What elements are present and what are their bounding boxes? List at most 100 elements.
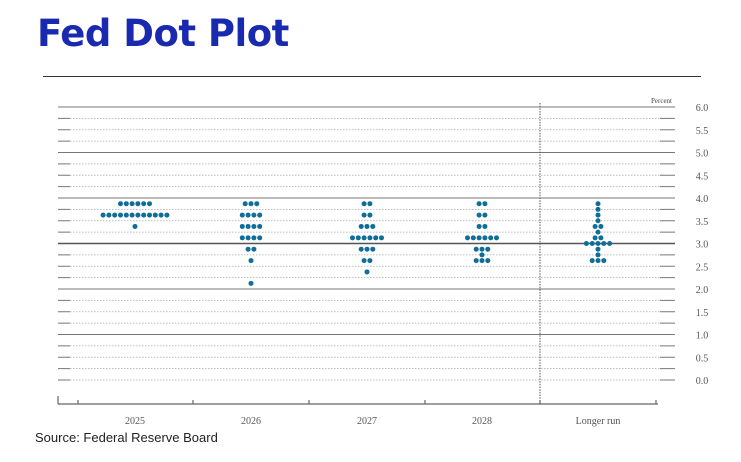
dot-longer-run <box>592 235 598 241</box>
dot-2027 <box>373 235 379 241</box>
dot-longer-run <box>595 246 601 252</box>
dot-2026 <box>239 235 245 241</box>
y-tick-label: 2.0 <box>696 285 709 296</box>
dot-2025 <box>112 212 118 218</box>
y-tick-label: 4.0 <box>696 194 709 205</box>
dot-2028 <box>482 212 488 218</box>
dot-2025 <box>158 212 164 218</box>
dot-2028 <box>470 235 476 241</box>
dot-2027 <box>355 235 361 241</box>
y-tick-label: 0.0 <box>696 376 709 387</box>
dot-longer-run <box>595 241 601 246</box>
dot-2026 <box>245 223 251 229</box>
dot-2025 <box>129 212 135 218</box>
x-category-label: 2025 <box>125 416 145 427</box>
dot-2028 <box>482 223 488 229</box>
dot-2028 <box>473 258 479 264</box>
dot-2028 <box>479 252 485 258</box>
dot-2026 <box>257 235 263 241</box>
dot-longer-run <box>595 212 601 218</box>
dot-2027 <box>364 246 370 252</box>
y-tick-label: 6.0 <box>696 103 709 114</box>
dot-2025 <box>147 201 152 207</box>
dot-2027 <box>361 258 367 264</box>
dot-longer-run <box>595 218 601 224</box>
dot-2026 <box>245 246 251 252</box>
dot-longer-run <box>601 258 607 264</box>
dot-2025 <box>147 212 152 218</box>
dot-longer-run <box>598 223 604 229</box>
dot-2028 <box>479 246 485 252</box>
dot-longer-run <box>595 258 601 264</box>
dot-longer-run <box>598 235 604 241</box>
dot-2028 <box>488 235 494 241</box>
dot-2026 <box>248 201 254 207</box>
dot-2027 <box>367 212 373 218</box>
y-tick-label: 0.5 <box>696 353 709 364</box>
y-tick-label: 5.5 <box>696 126 709 137</box>
dot-2028 <box>465 235 470 241</box>
dot-2026 <box>251 223 257 229</box>
dot-2027 <box>379 235 384 241</box>
dot-2027 <box>350 235 355 241</box>
dot-2026 <box>257 212 263 218</box>
dot-2025 <box>129 201 135 207</box>
page-title: Fed Dot Plot <box>37 12 289 55</box>
dot-2027 <box>358 246 364 252</box>
dot-2025 <box>132 223 138 229</box>
x-category-label: 2027 <box>357 416 377 427</box>
dot-longer-run <box>583 241 589 246</box>
dot-2026 <box>248 280 254 286</box>
dot-2028 <box>476 212 482 218</box>
dot-2027 <box>361 201 367 207</box>
dot-2027 <box>367 235 373 241</box>
y-tick-label: 4.5 <box>696 171 709 182</box>
dot-2027 <box>364 269 370 275</box>
dot-2027 <box>358 223 364 229</box>
dot-2025 <box>164 212 170 218</box>
x-category-label: 2028 <box>472 416 492 427</box>
dot-2027 <box>361 212 367 218</box>
y-tick-label: 2.5 <box>696 262 709 273</box>
dot-2026 <box>257 223 263 229</box>
dot-2028 <box>479 258 485 264</box>
dot-longer-run <box>595 201 601 207</box>
dot-2028 <box>485 246 491 252</box>
dot-longer-run <box>589 258 595 264</box>
dot-2025 <box>123 212 129 218</box>
dot-2028 <box>473 246 479 252</box>
title-divider <box>43 76 701 77</box>
dot-2028 <box>476 223 482 229</box>
dot-2028 <box>476 235 482 241</box>
dot-2026 <box>248 258 254 264</box>
dot-2028 <box>482 235 488 241</box>
dot-longer-run <box>607 241 613 246</box>
dot-2027 <box>370 246 376 252</box>
dot-2027 <box>367 201 373 207</box>
dot-2027 <box>367 258 373 264</box>
dot-2025 <box>141 201 147 207</box>
dot-2027 <box>370 223 376 229</box>
dot-2028 <box>485 258 491 264</box>
x-category-label: 2026 <box>241 416 261 427</box>
dot-2025 <box>141 212 147 218</box>
dot-2025 <box>106 212 112 218</box>
dot-2026 <box>239 223 245 229</box>
dot-longer-run <box>601 241 607 246</box>
dot-2026 <box>251 212 257 218</box>
x-category-label: Longer run <box>576 416 621 427</box>
y-tick-label: 3.0 <box>696 240 709 251</box>
dot-2026 <box>242 201 248 207</box>
dot-longer-run <box>592 223 598 229</box>
unit-label: Percent <box>651 97 672 105</box>
dot-2028 <box>476 201 482 207</box>
y-tick-label: 3.5 <box>696 217 709 228</box>
dot-2025 <box>123 201 129 207</box>
y-tick-label: 5.0 <box>696 149 709 160</box>
dot-2026 <box>239 212 245 218</box>
dot-longer-run <box>595 252 601 258</box>
dot-2025 <box>135 212 141 218</box>
dot-2025 <box>118 201 123 207</box>
dot-longer-run <box>589 241 595 246</box>
